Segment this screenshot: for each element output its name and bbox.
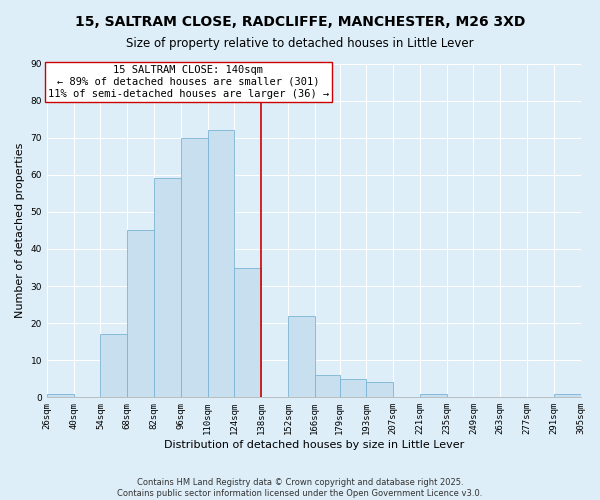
Text: 15 SALTRAM CLOSE: 140sqm
← 89% of detached houses are smaller (301)
11% of semi-: 15 SALTRAM CLOSE: 140sqm ← 89% of detach… bbox=[48, 66, 329, 98]
Bar bbox=[100, 334, 127, 398]
Bar bbox=[314, 375, 340, 398]
Text: Contains HM Land Registry data © Crown copyright and database right 2025.
Contai: Contains HM Land Registry data © Crown c… bbox=[118, 478, 482, 498]
Bar bbox=[367, 382, 393, 398]
Bar bbox=[208, 130, 235, 398]
Bar bbox=[47, 394, 74, 398]
Bar bbox=[127, 230, 154, 398]
Bar bbox=[288, 316, 314, 398]
Bar bbox=[154, 178, 181, 398]
Bar bbox=[554, 394, 581, 398]
Bar bbox=[340, 379, 367, 398]
Bar bbox=[235, 268, 261, 398]
Y-axis label: Number of detached properties: Number of detached properties bbox=[15, 142, 25, 318]
Bar bbox=[420, 394, 446, 398]
Text: 15, SALTRAM CLOSE, RADCLIFFE, MANCHESTER, M26 3XD: 15, SALTRAM CLOSE, RADCLIFFE, MANCHESTER… bbox=[75, 15, 525, 29]
Bar bbox=[181, 138, 208, 398]
Text: Size of property relative to detached houses in Little Lever: Size of property relative to detached ho… bbox=[126, 38, 474, 51]
X-axis label: Distribution of detached houses by size in Little Lever: Distribution of detached houses by size … bbox=[164, 440, 464, 450]
